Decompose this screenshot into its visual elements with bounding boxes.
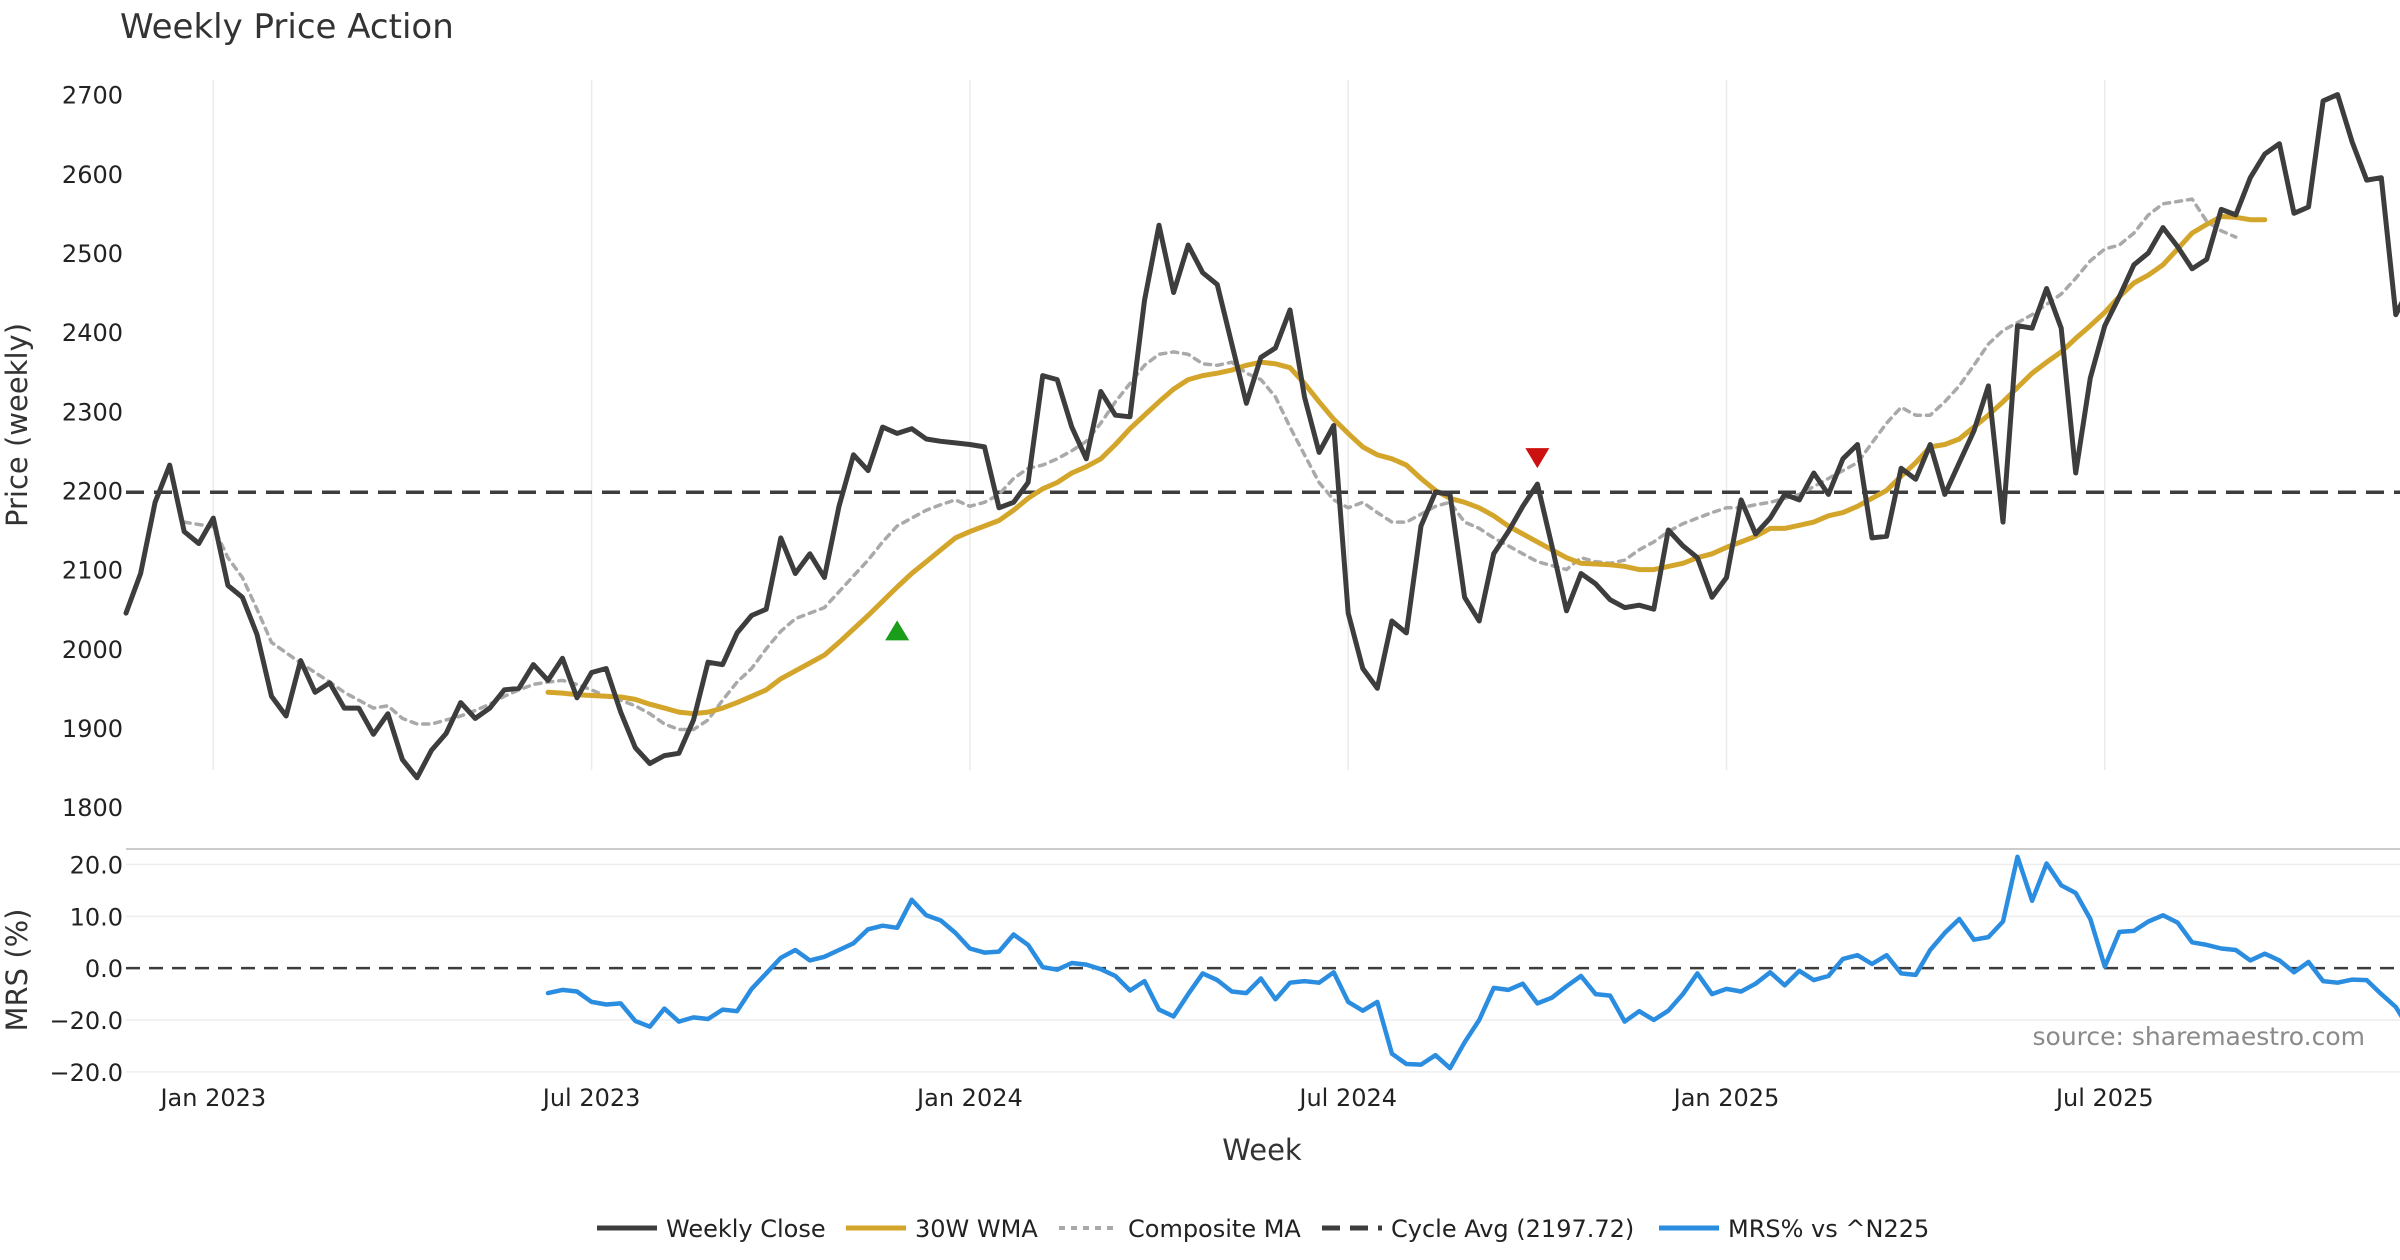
price-ytick-label: 1900 [62,715,123,743]
x-tick-label: Jan 2023 [158,1084,266,1112]
x-axis: Jan 2023 Jul 2023 Jan 2024 Jul 2024 Jan 2025… [158,1084,2153,1112]
sell-signal-marker [1525,448,1550,469]
legend: Weekly Close 30W WMA Composite MA Cycle Avg… [597,1215,1929,1243]
legend-item: Composite MA [1059,1215,1301,1243]
mrs-y-axis-label: MRS (%) [0,909,34,1032]
price-ytick-label: 2200 [62,477,123,505]
x-tick-label: Jan 2024 [915,1084,1023,1112]
x-tick-label: Jul 2024 [1297,1084,1397,1112]
x-axis-label: Week [1222,1133,1302,1167]
legend-label: MRS% vs ^N225 [1728,1215,1929,1243]
mrs-ytick-label: 10.0 [70,903,123,931]
legend-label: Weekly Close [666,1215,826,1243]
price-ytick-label: 2100 [62,557,123,585]
x-tick-label: Jan 2025 [1672,1084,1780,1112]
price-ytick-label: 2400 [62,319,123,347]
weekly-close-line [123,92,2400,781]
source-note: source: sharemaestro.com [2033,1022,2366,1051]
mrs-ytick-label: −20.0 [49,1007,123,1035]
x-tick-label: Jul 2025 [2054,1084,2154,1112]
legend-item: MRS% vs ^N225 [1659,1215,1929,1243]
mrs-ytick-label: 0.0 [85,955,123,983]
x-tick-label: Jul 2023 [541,1084,641,1112]
mrs-ytick-label: 20.0 [70,852,123,880]
legend-label: Cycle Avg (2197.72) [1391,1215,1634,1243]
price-ytick-label: 2600 [62,161,123,189]
price-y-axis-label: Price (weekly) [0,323,34,527]
legend-item: 30W WMA [846,1215,1038,1243]
mrs-line [545,854,2400,1071]
mrs-ytick-label: −20.0 [49,1059,123,1087]
chart-title: Weekly Price Action [120,7,454,47]
price-ytick-label: 2700 [62,82,123,110]
legend-label: 30W WMA [915,1215,1038,1243]
mrs-panel: 20.0 10.0 0.0 −20.0 −20.0 MRS (%) source: sh… [0,848,2400,1087]
buy-signal-marker [885,620,910,641]
legend-label: Composite MA [1128,1215,1301,1243]
price-ytick-label: 2500 [62,240,123,268]
legend-item: Cycle Avg (2197.72) [1322,1215,1634,1243]
price-panel: 1800 1900 2000 2100 2200 2300 2400 2500 2600 2700… [0,80,2400,822]
price-ytick-label: 1800 [62,794,123,822]
price-ytick-label: 2000 [62,636,123,664]
price-ytick-label: 2300 [62,398,123,426]
legend-item: Weekly Close [597,1215,826,1243]
composite-ma-line [182,197,2238,732]
